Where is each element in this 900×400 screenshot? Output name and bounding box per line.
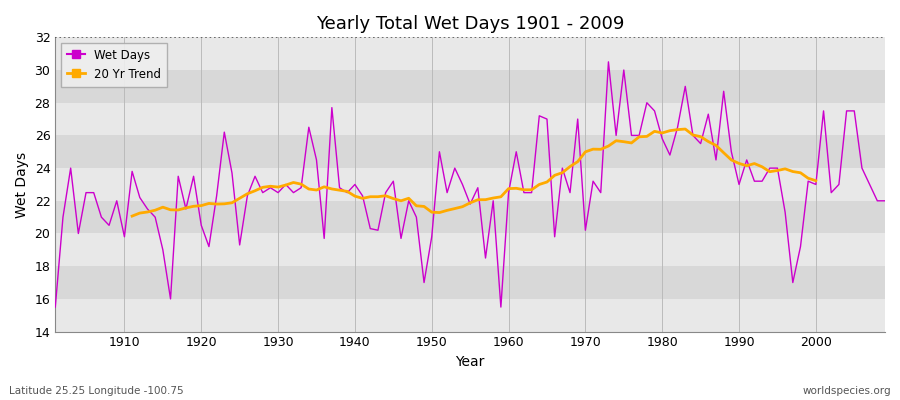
Bar: [55, 201, 885, 234]
Bar: [55, 168, 885, 201]
X-axis label: Year: Year: [455, 355, 485, 369]
Bar: [55, 299, 885, 332]
Text: Latitude 25.25 Longitude -100.75: Latitude 25.25 Longitude -100.75: [9, 386, 184, 396]
Bar: [55, 266, 885, 299]
Title: Yearly Total Wet Days 1901 - 2009: Yearly Total Wet Days 1901 - 2009: [316, 15, 625, 33]
Bar: [55, 234, 885, 266]
Legend: Wet Days, 20 Yr Trend: Wet Days, 20 Yr Trend: [61, 43, 167, 87]
Bar: [55, 136, 885, 168]
Bar: [55, 103, 885, 136]
Y-axis label: Wet Days: Wet Days: [15, 151, 29, 218]
Text: worldspecies.org: worldspecies.org: [803, 386, 891, 396]
Bar: [55, 37, 885, 70]
Bar: [55, 70, 885, 103]
